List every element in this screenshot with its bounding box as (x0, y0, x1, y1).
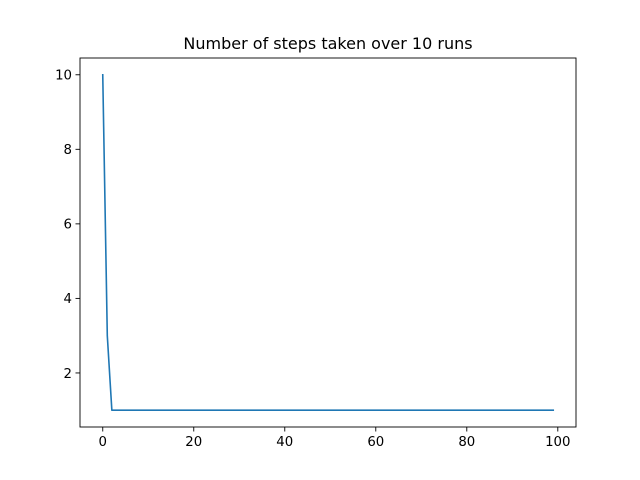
chart-title: Number of steps taken over 10 runs (183, 34, 472, 53)
x-tick-label-0: 0 (99, 435, 107, 450)
plot-area: 0 20 40 60 80 100 2 4 6 8 10 (55, 57, 577, 450)
series-line-0 (101, 73, 555, 412)
x-tick-label-3: 60 (367, 435, 384, 450)
x-tick-label-5: 100 (545, 435, 570, 450)
axes-frame (79, 57, 577, 428)
x-tick-label-4: 80 (458, 435, 475, 450)
y-tick-label-2: 6 (64, 218, 72, 233)
y-tick-label-3: 8 (64, 143, 72, 158)
y-tick-label-1: 4 (64, 292, 72, 307)
x-tick-label-2: 40 (276, 435, 293, 450)
x-tick-label-1: 20 (185, 435, 202, 450)
y-tick-label-0: 2 (64, 367, 72, 382)
y-tick-label-4: 10 (55, 69, 72, 84)
